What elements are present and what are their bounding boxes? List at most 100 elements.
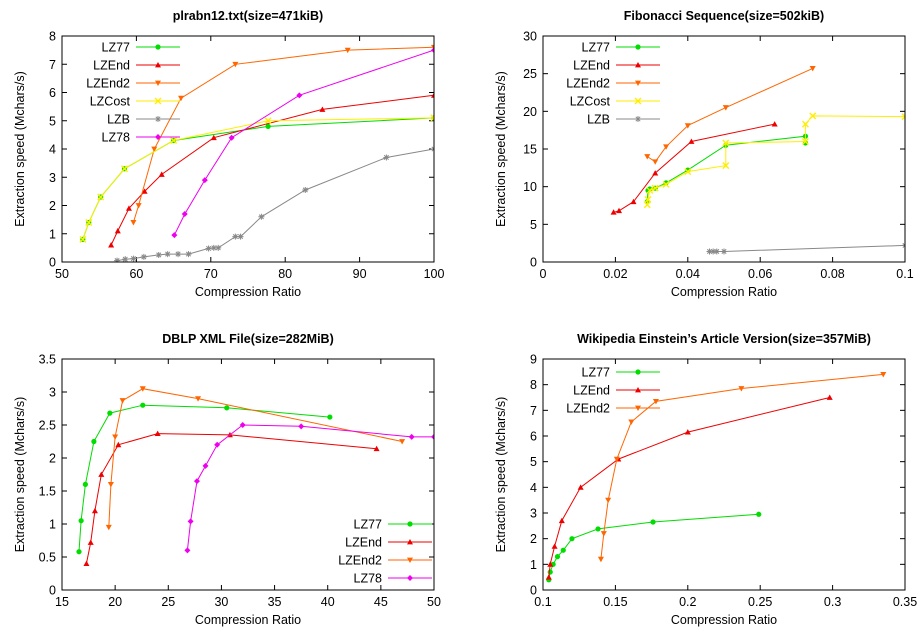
y-tick-label: 3 — [530, 507, 537, 521]
y-tick-label: 8 — [49, 30, 56, 44]
x-tick-label: 35 — [268, 595, 282, 609]
data-point — [175, 251, 182, 258]
series-line — [600, 373, 884, 560]
series-line — [108, 388, 403, 528]
data-point — [577, 484, 584, 490]
x-tick-label: 0.25 — [748, 595, 772, 609]
legend-marker — [635, 387, 641, 393]
data-point — [181, 210, 188, 217]
data-point — [114, 227, 121, 234]
legend-label: LZB — [587, 113, 610, 127]
series-line — [78, 404, 330, 552]
data-point — [122, 256, 129, 262]
data-point — [205, 245, 212, 252]
data-point — [431, 47, 434, 54]
series-lz78 — [184, 422, 434, 554]
data-point — [214, 441, 221, 448]
data-point — [809, 112, 817, 120]
x-tick-label: 0.35 — [893, 595, 917, 609]
y-tick-label: 15 — [523, 143, 537, 157]
legend-marker — [155, 80, 161, 86]
data-point — [652, 398, 659, 405]
series-lz78 — [171, 47, 434, 239]
y-tick-label: 0 — [49, 256, 56, 270]
data-point — [722, 162, 730, 170]
data-point — [738, 386, 745, 392]
legend-marker — [635, 44, 641, 50]
data-point — [91, 507, 98, 514]
x-tick-label: 40 — [321, 595, 335, 609]
plot-frame — [542, 35, 906, 263]
data-point — [706, 248, 713, 255]
data-point — [170, 137, 178, 145]
chart-title: Fibonacci Sequence(size=502kiB) — [624, 9, 824, 23]
data-point — [431, 44, 434, 51]
plot-area — [545, 372, 887, 583]
data-point — [114, 257, 121, 262]
data-point — [119, 398, 126, 404]
data-point — [880, 372, 887, 378]
data-point — [201, 177, 208, 184]
x-axis-label: Compression Ratio — [671, 285, 777, 299]
x-tick-label: 30 — [214, 595, 228, 609]
data-point — [107, 410, 113, 416]
y-tick-label: 3 — [49, 386, 56, 400]
chart-title: Wikipedia Einstein’s Article Version(siz… — [577, 332, 871, 346]
y-tick-label: 6 — [49, 86, 56, 100]
data-point — [319, 106, 326, 112]
data-point — [652, 159, 659, 165]
data-point — [722, 139, 730, 147]
data-point — [158, 171, 165, 177]
data-point — [684, 429, 691, 435]
chart-panel-3: DBLP XML File(size=282MiB)15 20 25 30 35 40 45… — [13, 332, 441, 627]
data-point — [121, 165, 128, 173]
series-lzend — [545, 394, 833, 580]
data-point — [373, 445, 380, 452]
data-point — [164, 251, 171, 258]
series-line — [117, 148, 434, 262]
y-tick-label: 1 — [49, 518, 56, 532]
series-lzend — [83, 430, 380, 566]
y-tick-label: 2 — [530, 532, 537, 546]
data-point — [554, 554, 561, 560]
y-tick-label: 7 — [530, 404, 537, 418]
chart-title: plrabn12.txt(size=471kiB) — [173, 9, 323, 23]
data-point — [239, 422, 246, 428]
data-point — [597, 556, 604, 563]
y-tick-label: 3.5 — [39, 353, 56, 367]
legend-label: LZCost — [570, 95, 611, 109]
legend-label: LZ78 — [102, 131, 131, 145]
data-point — [108, 242, 115, 248]
y-tick-label: 0 — [530, 584, 537, 598]
legend-label: LZEnd2 — [86, 77, 130, 91]
x-tick-label: 20 — [108, 595, 122, 609]
data-point — [302, 186, 309, 193]
data-point — [298, 423, 305, 430]
y-tick-label: 2 — [49, 452, 56, 466]
data-point — [79, 235, 87, 243]
x-tick-label: 0.15 — [603, 595, 627, 609]
y-tick-label: 9 — [530, 353, 537, 367]
x-tick-label: 70 — [204, 267, 218, 281]
data-point — [141, 188, 148, 194]
legend: LZ77 LZEnd LZEnd2 LZ78 — [338, 518, 432, 586]
data-point — [710, 248, 717, 255]
x-tick-label: 0.3 — [824, 595, 841, 609]
data-point — [107, 482, 114, 488]
y-tick-label: 4 — [530, 481, 537, 495]
data-point — [130, 220, 137, 226]
series-line — [646, 115, 905, 205]
legend-marker — [407, 575, 413, 581]
data-point — [344, 47, 351, 54]
data-point — [547, 569, 553, 575]
series-line — [709, 244, 905, 252]
data-point — [83, 560, 90, 566]
legend-label: LZ77 — [354, 518, 383, 532]
plot-area — [79, 44, 434, 262]
data-point — [605, 497, 612, 504]
y-tick-label: 4 — [49, 143, 56, 157]
data-point — [195, 396, 202, 402]
data-point — [202, 462, 209, 469]
x-tick-label: 60 — [129, 267, 143, 281]
plot-frame — [542, 358, 906, 591]
